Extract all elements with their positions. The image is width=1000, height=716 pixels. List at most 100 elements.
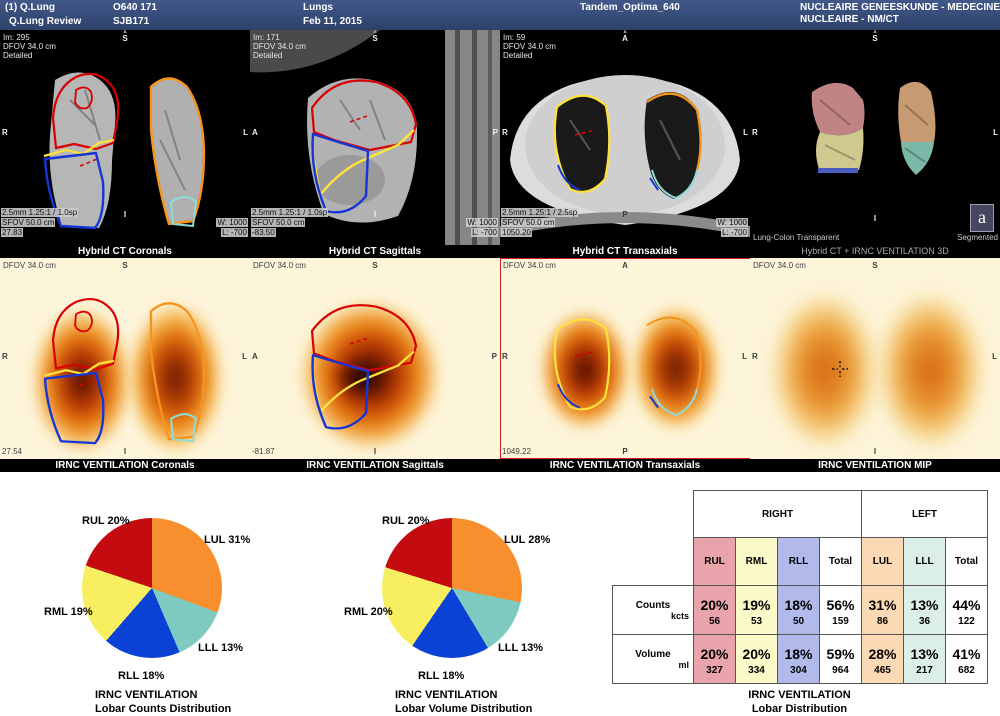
orient-bottom: I (873, 447, 877, 456)
orient-top: S (122, 261, 128, 270)
data-cell: 44% 122 (945, 585, 988, 635)
column-header-rul: RUL (693, 537, 736, 586)
level-value: L: -700 (221, 228, 248, 237)
viewport-ventilation-transaxial[interactable]: DFOV 34.0 cm A P R L 1049.22 (500, 258, 751, 459)
orient-left: R (752, 352, 758, 361)
detail-mode: Detailed (3, 51, 33, 60)
dfov-label: DFOV 34.0 cm (3, 261, 56, 270)
pie-label-rll: RLL 18% (418, 670, 465, 682)
column-header-total: Total (945, 537, 988, 586)
sfov-label: SFOV 50.0 cm (251, 218, 306, 227)
table-column-row: RUL RML RLL Total LUL LLL Total (612, 537, 988, 586)
detail-mode: Detailed (253, 51, 283, 60)
pie-label-lll: LLL 13% (498, 642, 544, 654)
orient-right: L (243, 128, 248, 137)
row-label-counts: Counts kcts (612, 585, 694, 635)
level-value: L: -700 (471, 228, 498, 237)
orient-right: L (993, 128, 998, 137)
data-cell: 20% 56 (693, 585, 736, 635)
viewport-handle-icon[interactable]: ▴ (623, 28, 627, 35)
group-left: LEFT (861, 490, 988, 538)
orient-bottom: P (622, 210, 628, 219)
viewport-hybrid-ct-sagittal[interactable]: ▴ Im: 171 DFOV 34.0 cm Detailed S I A P … (250, 28, 500, 245)
orient-right: L (242, 352, 247, 361)
pie-label-rml: RML 20% (344, 606, 393, 618)
lobar-table-caption: IRNC VENTILATION Lobar Distribution (748, 689, 851, 715)
annotation-icon[interactable]: a (970, 204, 994, 232)
app-mode: Q.Lung Review (9, 16, 82, 27)
slice-info: 2.5mm 1.25:1 / 1.0sp (251, 208, 329, 217)
slice-position: 1050.20 (501, 228, 532, 237)
viewport-ventilation-coronal[interactable]: DFOV 34.0 cm S I R L 27.54 (0, 258, 251, 459)
volume-pie-block: RUL 20% LUL 28% RML 20% LLL 13% RLL 18% … (330, 490, 630, 716)
orient-bottom: I (373, 210, 377, 219)
viewport-hybrid-ct-3d[interactable]: ▴ S I R L Lung-Colon Transparent Segment… (750, 28, 1000, 245)
dfov-label: DFOV 34.0 cm (253, 42, 306, 51)
crosshair-icon[interactable] (832, 361, 848, 377)
slice-position: 27.54 (2, 447, 23, 456)
nm-row-label-bar: IRNC VENTILATION Coronals IRNC VENTILATI… (0, 459, 1000, 472)
orient-top: A (622, 34, 628, 43)
pie-label-rul: RUL 20% (382, 515, 430, 527)
orient-top: A (622, 261, 628, 270)
study-name: Lungs (303, 2, 333, 13)
data-cell: 41% 682 (945, 634, 988, 684)
sfov-label: SFOV 50.0 cm (501, 218, 556, 227)
dfov-label: DFOV 34.0 cm (503, 261, 556, 270)
window-value: W: 1000 (716, 218, 748, 227)
data-cell: 18% 304 (777, 634, 820, 684)
image-number: Im: 59 (503, 33, 526, 42)
orient-bottom: I (123, 447, 127, 456)
window-value: W: 1000 (466, 218, 498, 227)
label-hybrid-ct-3d: Hybrid CT + IRNC VENTILATION 3D (801, 246, 949, 256)
table-data-row: Volume ml 20% 327 20% 334 18% 304 59% 964 28% 465 13… (612, 634, 988, 684)
station-name: O640 171 (113, 2, 157, 13)
orient-bottom: I (873, 214, 877, 223)
viewport-ventilation-mip[interactable]: DFOV 34.0 cm S I R L (750, 258, 1000, 459)
orient-right: L (742, 352, 747, 361)
orient-top: S (872, 34, 878, 43)
data-cell: 56% 159 (819, 585, 862, 635)
pie-label-rul: RUL 20% (82, 515, 130, 527)
orient-left: A (252, 128, 258, 137)
viewport-handle-icon[interactable]: ▴ (373, 28, 377, 35)
dfov-label: DFOV 34.0 cm (253, 261, 306, 270)
viewport-handle-icon[interactable]: ▴ (873, 28, 877, 35)
title-bar: (1) Q.Lung Q.Lung Review O640 171 SJB171… (0, 0, 1000, 31)
viewport-ventilation-sagittal[interactable]: DFOV 34.0 cm S I A P -81.87 (250, 258, 501, 459)
institution-line1: NUCLEAIRE GENEESKUNDE - MEDECINE (800, 2, 1000, 13)
level-value: L: -700 (721, 228, 748, 237)
group-right: RIGHT (693, 490, 862, 538)
detail-mode: Detailed (503, 51, 533, 60)
orient-right: P (491, 352, 497, 361)
image-number: Im: 295 (3, 33, 30, 42)
dfov-label: DFOV 34.0 cm (503, 42, 556, 51)
patient-id: SJB171 (113, 16, 150, 27)
orient-left: R (752, 128, 758, 137)
orient-left: R (502, 352, 508, 361)
orient-bottom: I (373, 447, 377, 456)
data-cell: 59% 964 (819, 634, 862, 684)
orient-top: S (372, 261, 378, 270)
data-cell: 31% 86 (861, 585, 904, 635)
dfov-label: DFOV 34.0 cm (753, 261, 806, 270)
segmented-label: Segmented (957, 233, 998, 242)
app-title: (1) Q.Lung (5, 2, 55, 13)
viewport-handle-icon[interactable]: ▴ (123, 28, 127, 35)
label-hybrid-ct-coronals: Hybrid CT Coronals (78, 246, 172, 257)
orient-left: R (2, 128, 8, 137)
data-cell: 13% 36 (903, 585, 946, 635)
data-cell: 20% 327 (693, 634, 736, 684)
window-value: W: 1000 (216, 218, 248, 227)
label-ventilation-transaxials: IRNC VENTILATION Transaxials (549, 460, 701, 471)
viewport-hybrid-ct-coronal[interactable]: ▴ Im: 295 DFOV 34.0 cm Detailed S I R L … (0, 28, 250, 245)
viewport-hybrid-ct-transaxial[interactable]: ▴ Im: 59 DFOV 34.0 cm Detailed A P R L 2… (500, 28, 750, 245)
orient-top: S (122, 34, 128, 43)
data-cell: 13% 217 (903, 634, 946, 684)
label-hybrid-ct-transaxials: Hybrid CT Transaxials (572, 246, 678, 257)
data-cell: 19% 53 (735, 585, 778, 635)
volume-pie-chart (382, 518, 522, 658)
orient-top: S (372, 34, 378, 43)
orient-left: R (502, 128, 508, 137)
